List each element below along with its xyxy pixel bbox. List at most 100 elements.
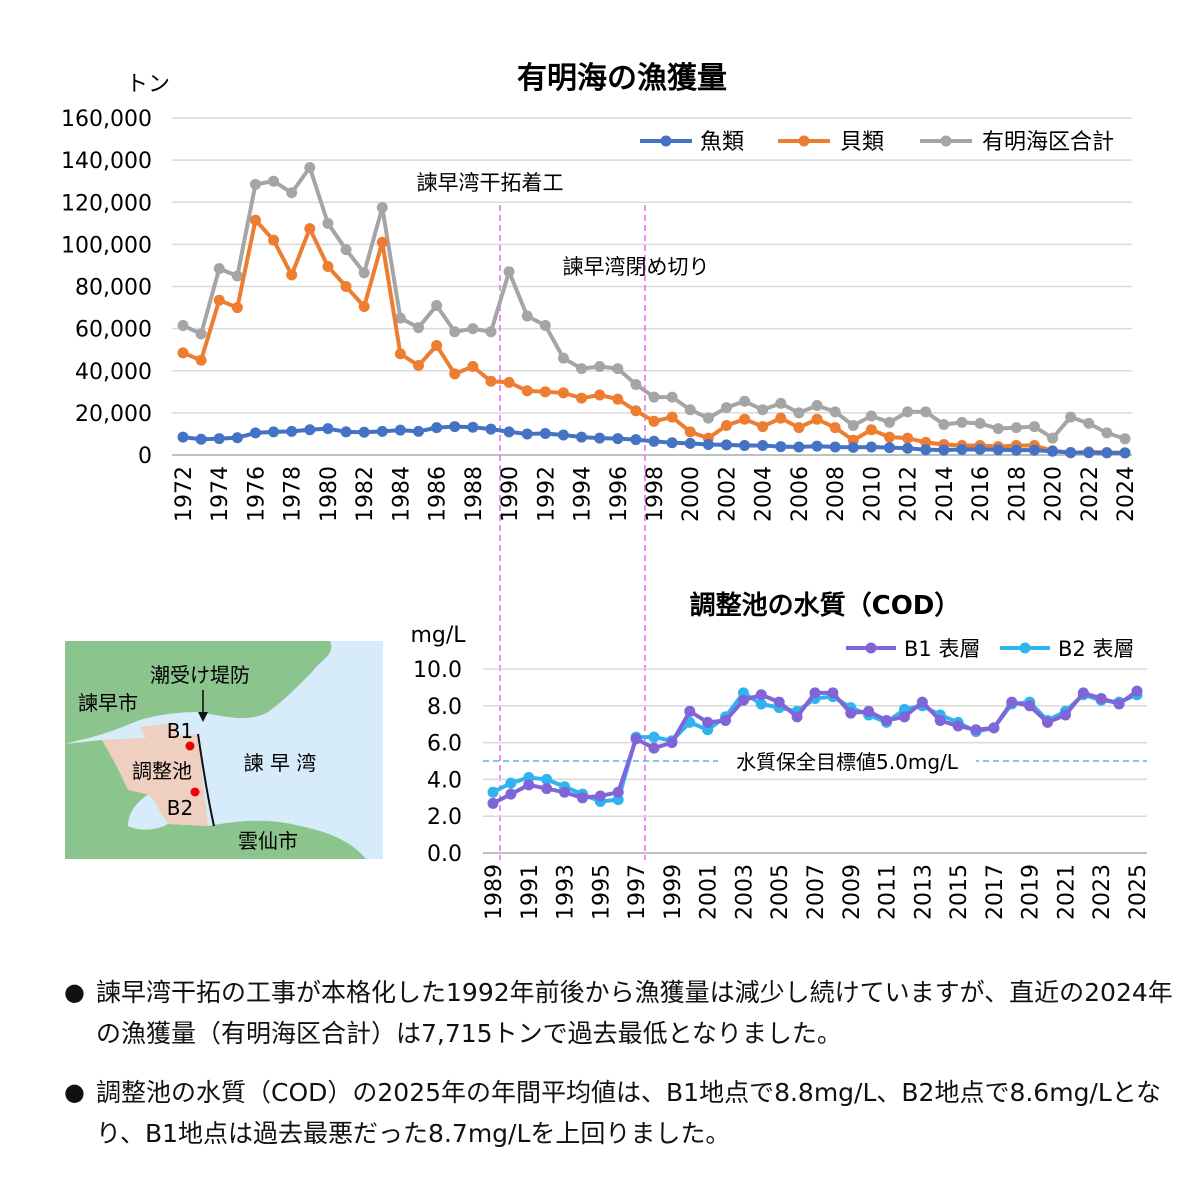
data-point xyxy=(358,301,370,313)
data-point xyxy=(177,431,189,443)
data-point xyxy=(177,347,189,359)
map-label-isahaya-city: 諫早市 xyxy=(78,691,138,715)
x-tick-label: 1988 xyxy=(462,466,487,522)
data-point xyxy=(666,437,678,449)
data-point xyxy=(523,779,535,791)
y-tick-label: 0 xyxy=(138,444,152,469)
map-label-unzen-city: 雲仙市 xyxy=(238,829,298,853)
data-point xyxy=(557,352,569,364)
data-point xyxy=(286,425,298,437)
data-point xyxy=(268,426,280,438)
data-point xyxy=(1101,447,1113,459)
data-point xyxy=(829,422,841,434)
data-point xyxy=(702,438,714,450)
legend-marker xyxy=(865,642,877,654)
x-tick-label: 1974 xyxy=(208,466,233,522)
x-tick-label: 1991 xyxy=(518,864,543,920)
y-tick-label: 0.0 xyxy=(427,842,462,867)
data-point xyxy=(1042,716,1054,728)
data-point xyxy=(394,424,406,436)
data-point xyxy=(757,404,769,416)
data-point xyxy=(845,707,857,719)
data-point xyxy=(304,223,316,235)
data-point xyxy=(322,217,334,229)
data-point xyxy=(413,425,424,437)
x-tick-label: 2000 xyxy=(679,466,704,522)
data-point xyxy=(505,788,517,800)
data-point xyxy=(340,281,352,292)
map-label-bay: 諫 早 湾 xyxy=(244,751,317,775)
map-land-north xyxy=(65,641,332,744)
annotation-label: 諫早湾干拓着工 xyxy=(417,171,564,195)
data-point xyxy=(720,420,732,432)
legend-label: 有明海区合計 xyxy=(982,130,1114,155)
data-point xyxy=(612,393,624,405)
data-point xyxy=(737,694,749,706)
data-point xyxy=(1010,422,1022,434)
x-tick-label: 2001 xyxy=(697,864,722,920)
data-point xyxy=(322,260,334,272)
data-point xyxy=(503,376,515,388)
legend-label: B1 表層 xyxy=(904,637,980,661)
data-point xyxy=(902,442,914,454)
x-tick-label: 2013 xyxy=(911,864,936,920)
data-point xyxy=(413,359,424,371)
x-tick-label: 1976 xyxy=(244,466,269,522)
data-point xyxy=(376,236,388,248)
map-arrow-head xyxy=(198,712,208,722)
chart-canvas: 有明海の漁獲量 トン 0 20,000 40,000 60,000 80,000 100,00… xyxy=(61,61,1151,920)
x-tick-label: 1997 xyxy=(625,864,650,920)
data-point xyxy=(487,786,499,798)
note-1: ● 諫早湾干拓の工事が本格化した1992年前後から漁獲量は減少し続けていますが、… xyxy=(64,972,1174,1054)
x-tick-label: 2018 xyxy=(1005,466,1030,522)
data-point xyxy=(557,387,569,399)
data-point xyxy=(612,433,624,445)
x-tick-label: 2023 xyxy=(1090,864,1115,920)
data-point xyxy=(956,416,968,428)
data-point xyxy=(612,786,624,798)
target-label: 水質保全目標値5.0mg/L xyxy=(736,750,959,774)
data-point xyxy=(304,161,316,173)
data-point xyxy=(884,442,895,454)
data-point xyxy=(594,432,606,444)
data-point xyxy=(340,426,352,438)
data-point xyxy=(521,310,533,322)
data-point xyxy=(793,441,805,453)
data-point xyxy=(1131,685,1143,697)
data-point xyxy=(1119,433,1131,445)
data-point xyxy=(559,786,571,798)
legend-marker xyxy=(660,135,672,147)
x-tick-label: 2019 xyxy=(1019,864,1044,920)
data-point xyxy=(213,433,225,445)
x-tick-label: 2021 xyxy=(1054,864,1079,920)
target-label-bg xyxy=(718,747,976,775)
data-point xyxy=(539,428,551,440)
x-tick-label: 2007 xyxy=(804,864,829,920)
notes: ● 諫早湾干拓の工事が本格化した1992年前後から漁獲量は減少し続けていますが、… xyxy=(64,972,1174,1172)
data-point xyxy=(630,733,642,745)
y-tick-label: 2.0 xyxy=(427,805,462,830)
note-text: 諫早湾干拓の工事が本格化した1992年前後から漁獲量は減少し続けていますが、直近… xyxy=(96,978,1173,1048)
x-tick-label: 2015 xyxy=(947,864,972,920)
x-tick-label: 1982 xyxy=(353,466,378,522)
data-point xyxy=(920,444,932,456)
data-point xyxy=(231,432,243,444)
data-point xyxy=(557,429,569,441)
data-point xyxy=(952,720,964,732)
x-tick-label: 2005 xyxy=(768,864,793,920)
data-point xyxy=(739,440,751,452)
data-point xyxy=(847,441,859,453)
x-tick-label: 2010 xyxy=(860,466,885,522)
data-point xyxy=(286,269,298,281)
map-pond xyxy=(102,734,208,826)
data-point xyxy=(231,302,243,314)
data-point xyxy=(775,441,787,453)
data-point xyxy=(666,737,678,749)
data-point xyxy=(648,742,660,754)
data-point xyxy=(268,234,280,246)
data-point xyxy=(956,444,968,456)
x-tick-label: 1998 xyxy=(643,466,668,522)
data-point xyxy=(449,326,461,338)
data-point xyxy=(449,368,461,380)
data-point xyxy=(541,783,553,795)
